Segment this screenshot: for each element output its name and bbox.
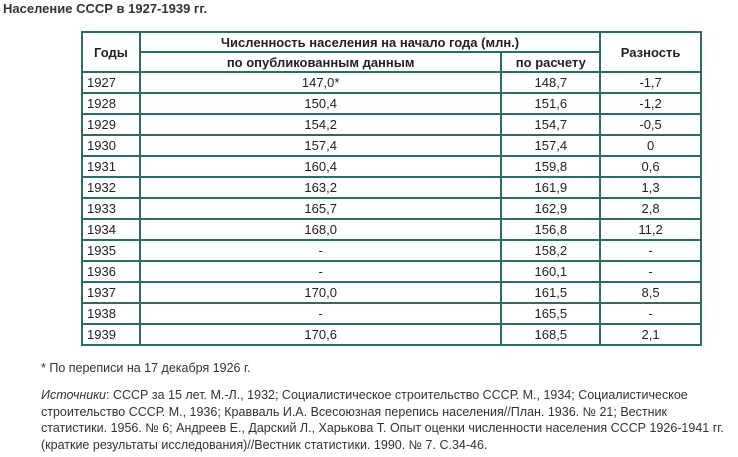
cell-published: 163,2 <box>138 176 503 199</box>
table-header: Годы Численность населения на начало год… <box>81 31 702 73</box>
cell-published: 170,6 <box>138 323 503 346</box>
header-years: Годы <box>81 31 141 73</box>
cell-difference: 1,3 <box>599 176 702 199</box>
cell-year: 1938 <box>81 302 141 325</box>
cell-calculated: 156,8 <box>500 218 602 241</box>
sources-note: Источники: СССР за 15 лет. М.-Л., 1932; … <box>41 387 731 453</box>
cell-published: - <box>138 239 503 262</box>
header-published: по опубликованным данным <box>138 51 503 73</box>
cell-calculated: 160,1 <box>500 260 602 283</box>
table-row: 1937 170,0 161,5 8,5 <box>81 281 702 304</box>
page-title: Население СССР в 1927-1939 гг. <box>3 1 208 16</box>
cell-calculated: 154,7 <box>500 113 602 136</box>
cell-published: 168,0 <box>138 218 503 241</box>
table-row: 1935-158,2- <box>81 239 702 262</box>
cell-published: 165,7 <box>138 197 503 220</box>
cell-difference: -1,2 <box>599 92 702 115</box>
cell-year: 1937 <box>81 281 141 304</box>
cell-calculated: 161,5 <box>500 281 602 304</box>
cell-calculated: 159,8 <box>500 155 602 178</box>
cell-published: 150,4 <box>138 92 503 115</box>
cell-difference: 11,2 <box>599 218 702 241</box>
header-row-top: Годы Численность населения на начало год… <box>81 31 702 73</box>
cell-year: 1932 <box>81 176 141 199</box>
cell-published: 154,2 <box>138 113 503 136</box>
cell-calculated: 157,4 <box>500 134 602 157</box>
table-row: 1930 157,4 157,4 0 <box>81 134 702 157</box>
cell-difference: 0 <box>599 134 702 157</box>
header-difference: Разность <box>599 31 702 73</box>
cell-year: 1935 <box>81 239 141 262</box>
table-row: 1933 165,7 162,9 2,8 <box>81 197 702 220</box>
cell-difference: 2,8 <box>599 197 702 220</box>
table-row: 1927 147,0* 148,7 -1,7 <box>81 71 702 94</box>
header-calculated: по расчету <box>500 51 602 73</box>
cell-difference: -0,5 <box>599 113 702 136</box>
table-row: 1931 160,4 159,8 0,6 <box>81 155 702 178</box>
cell-calculated: 148,7 <box>500 71 602 94</box>
table-row: 1934 168,0 156,8 11,2 <box>81 218 702 241</box>
table-row: 1939 170,6 168,5 2,1 <box>81 323 702 346</box>
population-table: Годы Численность населения на начало год… <box>81 31 702 346</box>
header-row-sub: по опубликованным данным по расчету <box>82 51 701 73</box>
table-body: 1927 147,0* 148,7 -1,7 1928 150,4 151,6 -1,2 192… <box>81 71 702 346</box>
cell-year: 1934 <box>81 218 141 241</box>
cell-year: 1930 <box>81 134 141 157</box>
cell-difference: -1,7 <box>599 71 702 94</box>
cell-difference: 2,1 <box>599 323 702 346</box>
cell-calculated: 168,5 <box>500 323 602 346</box>
cell-difference: 8,5 <box>599 281 702 304</box>
cell-year: 1933 <box>81 197 141 220</box>
table-row: 1929 154,2 154,7 -0,5 <box>81 113 702 136</box>
cell-calculated: 165,5 <box>500 302 602 325</box>
cell-year: 1931 <box>81 155 141 178</box>
cell-difference: - <box>599 260 702 283</box>
cell-calculated: 162,9 <box>500 197 602 220</box>
sources-label: Источники <box>41 388 107 402</box>
table-row: 1932 163,2 161,9 1,3 <box>81 176 702 199</box>
cell-year: 1927 <box>81 71 141 94</box>
cell-calculated: 158,2 <box>500 239 602 262</box>
cell-calculated: 151,6 <box>500 92 602 115</box>
cell-difference: - <box>599 239 702 262</box>
cell-published: 170,0 <box>138 281 503 304</box>
cell-published: 157,4 <box>138 134 503 157</box>
footnote: * По переписи на 17 декабря 1926 г. <box>41 361 251 375</box>
table-row: 1936-160,1- <box>81 260 702 283</box>
cell-published: 147,0* <box>138 71 503 94</box>
cell-difference: 0,6 <box>599 155 702 178</box>
cell-published: - <box>138 260 503 283</box>
cell-year: 1939 <box>81 323 141 346</box>
table-row: 1928 150,4 151,6 -1,2 <box>81 92 702 115</box>
cell-difference: - <box>599 302 702 325</box>
cell-year: 1928 <box>81 92 141 115</box>
cell-year: 1936 <box>81 260 141 283</box>
sources-text: : СССР за 15 лет. М.-Л., 1932; Социалист… <box>41 388 724 452</box>
cell-published: 160,4 <box>138 155 503 178</box>
table-row: 1938-165,5- <box>81 302 702 325</box>
cell-year: 1929 <box>81 113 141 136</box>
cell-published: - <box>138 302 503 325</box>
header-population-group: Численность населения на начало года (мл… <box>138 31 602 53</box>
cell-calculated: 161,9 <box>500 176 602 199</box>
